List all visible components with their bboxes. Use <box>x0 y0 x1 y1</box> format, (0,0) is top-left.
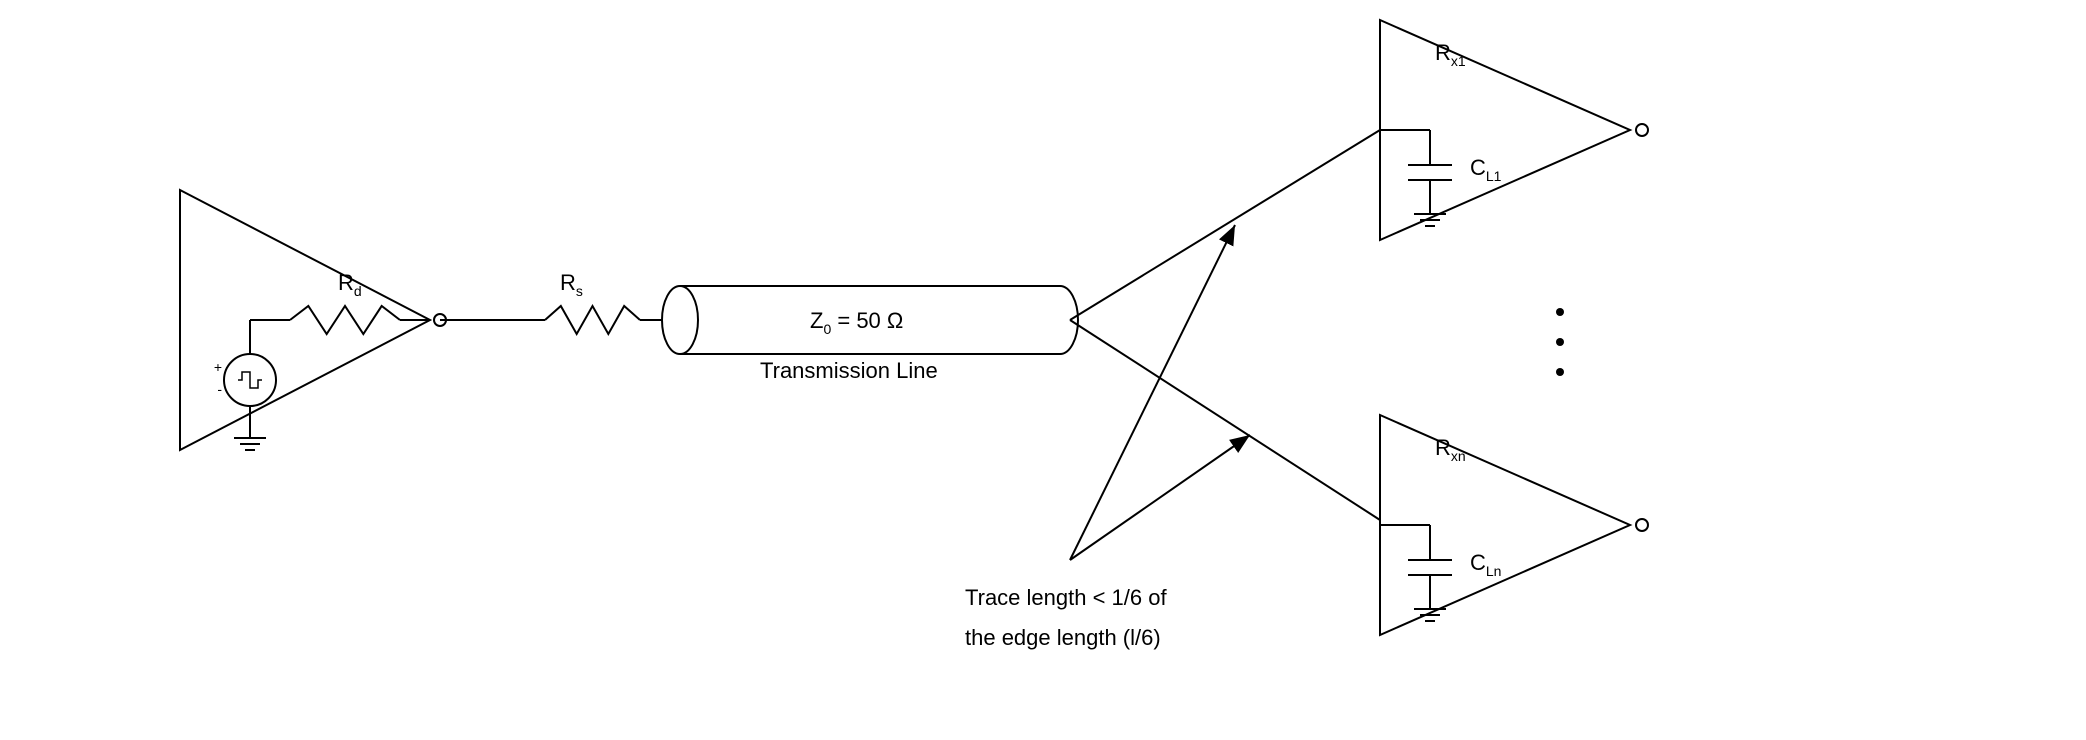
tline-right-cap <box>1060 286 1078 354</box>
note-arrow-1 <box>1070 225 1235 560</box>
note-arrow-2 <box>1070 435 1250 560</box>
label-cxn: CLn <box>1470 550 1501 579</box>
label-z0: Z0 = 50 Ω <box>810 308 903 337</box>
source-plus: + <box>214 359 222 375</box>
driver-buffer <box>180 190 430 450</box>
wire-branch-n <box>1070 320 1380 520</box>
note-line-1: Trace length < 1/6 of <box>965 585 1167 610</box>
label-rx1: Rx1 <box>1435 40 1466 69</box>
receiver-output-xn <box>1636 519 1648 531</box>
label-cx1: CL1 <box>1470 155 1502 184</box>
label-transmission-line: Transmission Line <box>760 358 938 383</box>
note-line-2: the edge length (l/6) <box>965 625 1161 650</box>
ellipsis-dot <box>1556 308 1564 316</box>
ellipsis-dot <box>1556 368 1564 376</box>
source-minus: - <box>217 381 222 397</box>
tline-left-cap <box>662 286 698 354</box>
label-rs: Rs <box>560 270 583 299</box>
receiver-output-x1 <box>1636 124 1648 136</box>
wire-branch-1 <box>1070 130 1380 320</box>
ellipsis-dot <box>1556 338 1564 346</box>
label-rd: Rd <box>338 270 362 299</box>
pulse-wave-icon <box>238 372 262 388</box>
label-rxn: Rxn <box>1435 435 1466 464</box>
